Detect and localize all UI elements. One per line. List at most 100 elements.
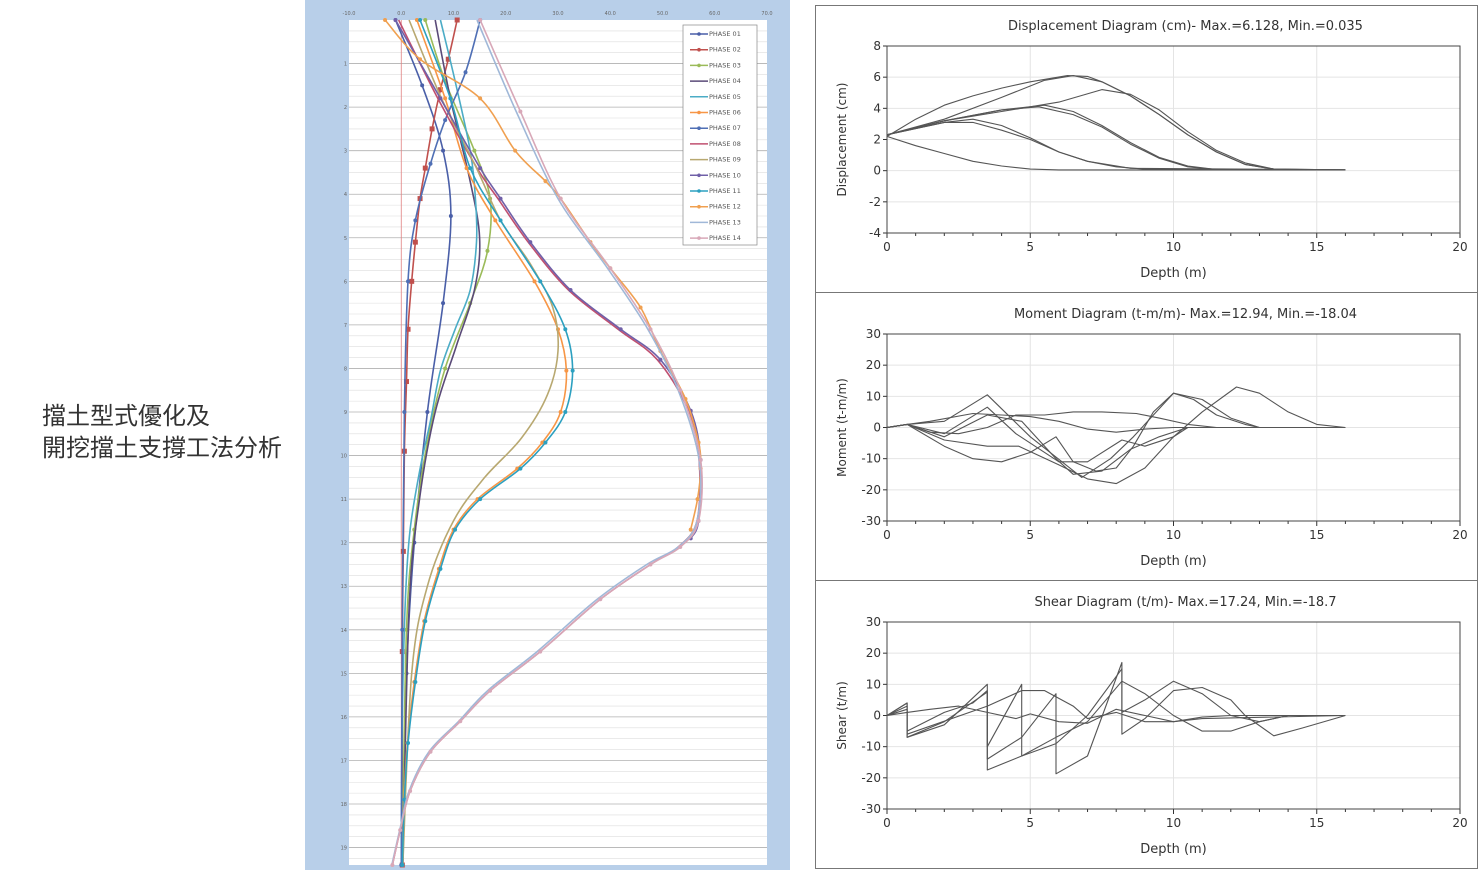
data-point [393,18,398,22]
data-point [618,327,623,332]
data-point [412,239,418,245]
series-line-s1 [886,661,1346,775]
x-tick-label: 70.0 [761,11,772,17]
legend-label: PHASE 03 [709,61,741,69]
y-tick-label: 18 [341,802,347,808]
legend-marker [697,63,701,68]
x-tick-label: 5 [1026,816,1034,830]
moment-chart: Moment Diagram (t-m/m)- Max.=12.94, Min.… [835,307,1468,569]
y-tick-label: 6 [344,279,347,285]
y-tick-label: 2 [344,105,347,111]
y-tick-label: 10 [866,389,881,403]
displacement-chart: Displacement Diagram (cm)- Max.=6.128, M… [835,19,1468,281]
data-point [678,545,683,550]
x-tick-label: 20 [1452,240,1467,254]
legend-item: PHASE 01 [690,30,741,38]
data-point [538,279,543,284]
legend-label: PHASE 04 [709,77,741,85]
data-point [454,17,460,23]
y-tick-label: -30 [861,514,881,528]
phase-deflection-chart: -10.0 0.0 10.0 20.0 30.0 40.0 50.0 60.0 70.01234… [341,11,773,868]
x-tick-label: 10.0 [448,11,459,17]
data-point [441,148,446,153]
series-line-phase-03 [401,19,492,866]
legend-label: PHASE 02 [709,46,741,54]
data-point [400,863,405,867]
y-tick-label: 13 [341,584,347,590]
data-point [695,497,700,502]
data-point [413,218,418,223]
series-line-h [886,75,1274,170]
data-point [688,527,693,532]
y-tick-label: 0 [873,709,881,723]
data-point [608,266,613,271]
data-point [425,410,430,415]
data-point [429,126,435,132]
y-tick-label: 10 [866,677,881,691]
y-tick-label: -30 [861,802,881,816]
data-point [423,18,428,22]
x-tick-label: 15 [1309,240,1324,254]
legend-label: PHASE 14 [709,234,741,242]
series-line-s3 [886,680,1346,757]
legend-marker [697,47,701,52]
data-point [437,87,443,93]
data-point [532,279,537,284]
series-line-b [886,121,1346,171]
data-point [513,148,518,153]
data-point [413,680,418,685]
y-tick-label: 14 [341,628,347,634]
series-line-f [886,89,1346,171]
x-axis-label: Depth (m) [1140,266,1207,281]
y-tick-label: 20 [866,646,881,660]
y-tick-label: 9 [344,410,347,416]
data-point [478,166,483,171]
x-tick-label: 15 [1309,816,1324,830]
y-tick-label: 16 [341,715,347,721]
data-point [428,749,433,754]
data-point [538,649,543,654]
data-point [648,562,653,567]
legend-marker [697,173,701,178]
data-point [638,305,643,310]
data-point [485,248,490,253]
data-point [383,18,388,22]
data-point [558,196,563,201]
moment-panel: Moment Diagram (t-m/m)- Max.=12.94, Min.… [815,292,1478,581]
legend-item: PHASE 04 [690,77,741,85]
legend-marker [697,110,701,115]
data-point [422,165,428,171]
legend-item: PHASE 10 [690,171,741,179]
legend: PHASE 01 PHASE 02 PHASE 03 PHASE 04 PHASE 05… [682,24,758,246]
caption-line-2: 開挖擋土支撐工法分析 [42,434,282,462]
data-point [498,196,503,201]
x-tick-label: 0 [883,240,891,254]
data-point [543,440,548,445]
legend-label: PHASE 10 [709,171,741,179]
chart-title: Shear Diagram (t/m)- Max.=17.24, Min.=-1… [1034,595,1336,610]
y-tick-label: -20 [861,483,881,497]
y-tick-label: 19 [341,846,347,852]
data-point [438,96,443,101]
series-line-m2 [886,411,1346,435]
y-tick-label: 8 [873,39,881,53]
legend-label: PHASE 01 [709,30,741,38]
legend-label: PHASE 09 [709,156,741,164]
y-tick-label: 17 [341,758,347,764]
legend-label: PHASE 08 [709,140,741,148]
data-point [443,118,448,123]
legend-marker [697,204,701,209]
series-line-m6 [886,392,1346,478]
data-point [563,410,568,415]
legend-marker [697,236,701,240]
data-point [406,279,411,284]
series-line-s2 [886,668,1346,771]
legend-item: PHASE 06 [690,109,741,117]
legend-marker [697,126,701,130]
x-tick-label: 0 [883,528,891,542]
y-axis-label: Moment (t-m/m) [835,378,849,477]
x-tick-label: 10 [1166,816,1181,830]
x-tick-label: 5 [1026,240,1034,254]
y-tick-label: -10 [861,452,881,466]
data-point [498,218,503,223]
